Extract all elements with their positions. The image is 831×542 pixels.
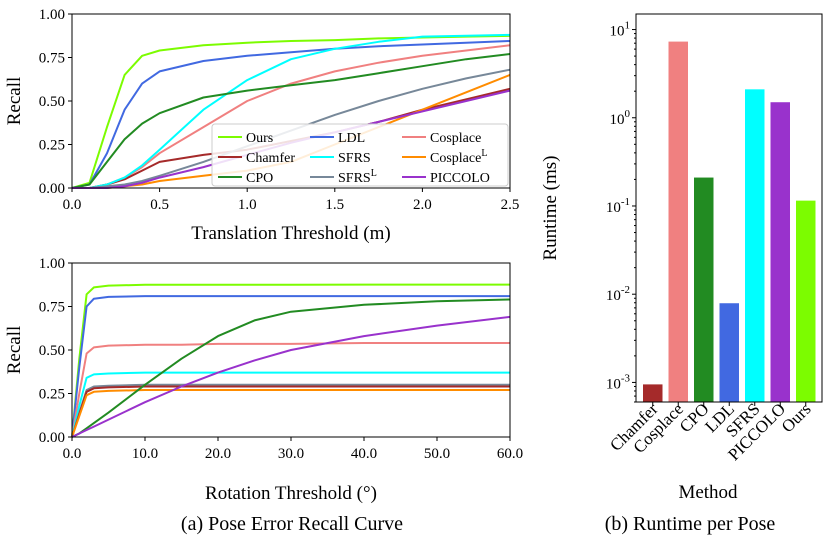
runtime-bar-sfrs xyxy=(745,89,765,403)
caption-left: (a) Pose Error Recall Curve xyxy=(181,513,403,535)
runtime-bar-cosplace xyxy=(668,41,688,402)
rotation-series-ldl xyxy=(71,295,510,438)
runtime-bar-piccolo xyxy=(770,102,790,403)
runtime-x-tick-label-ours: Ours xyxy=(778,399,815,436)
legend-box xyxy=(211,123,509,187)
legend-label-cosplace: Cosplace xyxy=(430,131,481,146)
legend-label-sfrsl: SFRSL xyxy=(338,168,377,186)
rotation-y-tick-label: 0.50 xyxy=(39,343,65,359)
runtime-bar-ours xyxy=(796,200,816,402)
rotation-x-tick-label: 60.0 xyxy=(497,446,523,462)
rotation-series-sfrs-l xyxy=(71,383,510,438)
translation-x-tick-label: 0.5 xyxy=(150,197,169,213)
rotation-y-tick-label: 0.75 xyxy=(39,300,65,316)
rotation-x-tick-label: 0.0 xyxy=(63,446,82,462)
runtime-x-axis-label: Method xyxy=(678,482,738,503)
rotation-y-tick-label: 1.00 xyxy=(39,256,65,272)
legend-label-ours: Ours xyxy=(246,131,273,146)
rotation-x-axis-label: Rotation Threshold (°) xyxy=(205,483,377,504)
runtime-y-tick-label: 10-3 xyxy=(606,372,631,392)
translation-y-tick-label: 0.00 xyxy=(39,181,65,197)
translation-y-tick-label: 0.50 xyxy=(39,94,65,110)
legend-label-ldl: LDL xyxy=(338,131,365,146)
legend-label-cpo: CPO xyxy=(246,171,273,186)
rotation-series-chamfer xyxy=(71,385,510,438)
rotation-series-cpo xyxy=(71,298,511,438)
rotation-x-tick-label: 40.0 xyxy=(351,446,377,462)
translation-y-tick-label: 0.25 xyxy=(39,138,65,154)
legend-label-chamfer: Chamfer xyxy=(246,151,295,166)
rotation-recall-chart: 0.0 10.0 20.0 30.0 40.0 50.0 60.0 0.00 0.25 0.50 0… xyxy=(4,256,523,504)
runtime-bar-chart: ChamferCosplaceCPOLDLSFRSPICCOLOOurs1011… xyxy=(540,13,823,503)
legend-label-piccolo: PICCOLO xyxy=(430,171,490,186)
rotation-x-tick-label: 50.0 xyxy=(424,446,450,462)
runtime-y-tick-label: 101 xyxy=(610,20,631,40)
translation-y-axis-label: Recall xyxy=(4,77,25,126)
translation-x-axis-label: Translation Threshold (m) xyxy=(191,223,391,244)
rotation-y-tick-label: 0.00 xyxy=(39,430,65,446)
legend-label-cosplacel: CosplaceL xyxy=(430,148,487,166)
rotation-x-tick-label: 30.0 xyxy=(278,446,304,462)
runtime-y-axis-label: Runtime (ms) xyxy=(540,155,561,260)
translation-x-tick-label: 1.0 xyxy=(238,197,257,213)
translation-y-tick-label: 1.00 xyxy=(39,7,65,23)
rotation-series-cosplace xyxy=(71,342,510,438)
translation-x-tick-label: 2.5 xyxy=(501,197,520,213)
rotation-series-sfrs xyxy=(71,371,510,438)
runtime-y-tick-label: 100 xyxy=(610,108,631,128)
translation-series-ldl xyxy=(71,40,511,189)
translation-y-tick-label: 0.75 xyxy=(39,51,65,67)
runtime-bar-chamfer xyxy=(643,384,663,402)
caption-right: (b) Runtime per Pose xyxy=(605,513,776,535)
translation-x-tick-label: 1.5 xyxy=(325,197,344,213)
translation-x-tick-label: 0.0 xyxy=(63,197,82,213)
rotation-series-piccolo xyxy=(71,315,511,438)
rotation-x-tick-label: 20.0 xyxy=(205,446,231,462)
rotation-y-tick-label: 0.25 xyxy=(39,387,65,403)
rotation-y-axis-label: Recall xyxy=(4,326,25,375)
runtime-bar-cpo xyxy=(694,177,714,402)
runtime-y-tick-label: 10-2 xyxy=(606,284,630,304)
rotation-series-cosplace-l xyxy=(71,389,510,438)
translation-recall-chart: 0.0 0.5 1.0 1.5 2.0 2.5 0.00 0.25 0.50 0.75 1.00 O… xyxy=(4,7,519,244)
rotation-series-ours xyxy=(71,283,510,438)
runtime-bar-ldl xyxy=(719,303,739,402)
translation-legend: Ours LDL Cosplace Chamfer SFRS CosplaceL CPO SF… xyxy=(211,123,509,187)
translation-series-cpo xyxy=(71,53,511,189)
legend-label-sfrs: SFRS xyxy=(338,151,371,166)
translation-x-tick-label: 2.0 xyxy=(413,197,432,213)
rotation-x-tick-label: 10.0 xyxy=(132,446,158,462)
runtime-y-tick-label: 10-1 xyxy=(606,196,630,216)
